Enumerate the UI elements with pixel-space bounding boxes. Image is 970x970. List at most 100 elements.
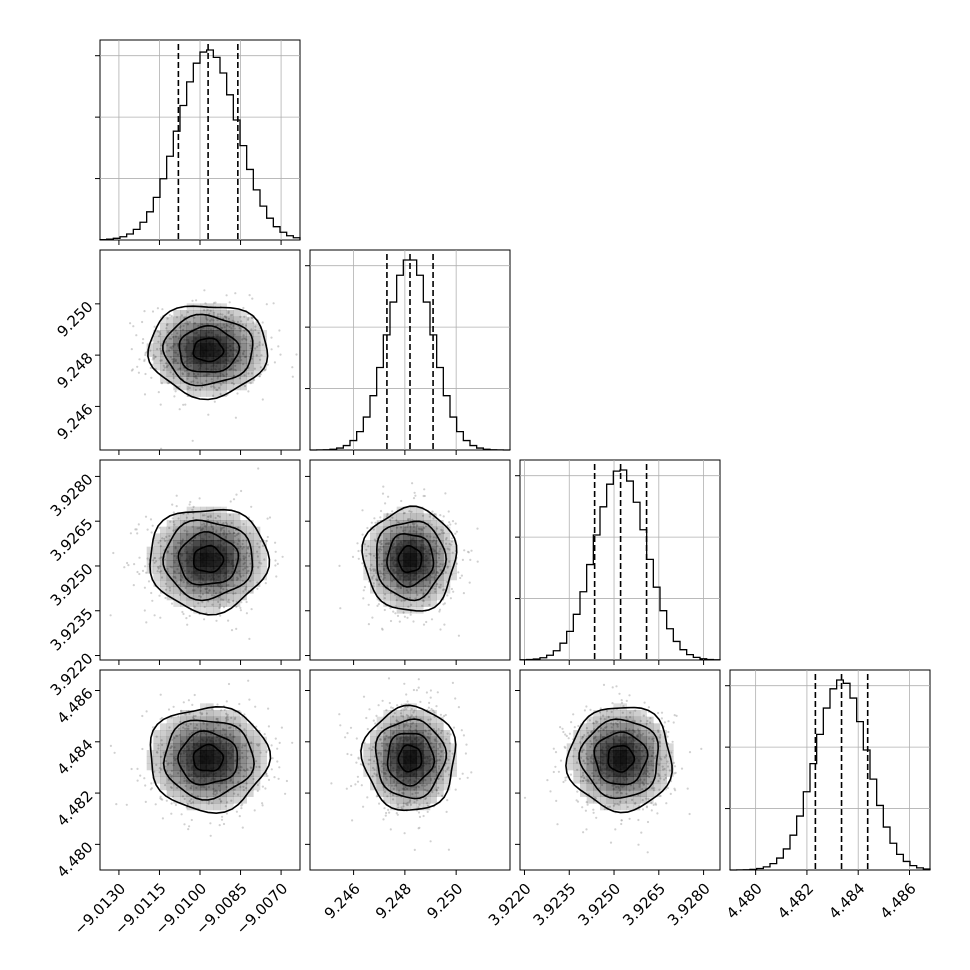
- sample-point: [185, 617, 188, 620]
- sample-point: [248, 637, 251, 641]
- sample-point: [400, 599, 403, 603]
- sample-point: [152, 559, 155, 562]
- density-cell: [260, 756, 267, 764]
- sample-point: [150, 591, 153, 595]
- contour-1: [177, 531, 240, 586]
- density-cell: [213, 553, 221, 561]
- sample-point: [241, 803, 244, 806]
- sample-point: [252, 321, 255, 324]
- density-cell: [410, 723, 417, 731]
- density-cell: [186, 520, 194, 527]
- sample-point: [153, 561, 156, 564]
- sample-point: [218, 515, 221, 518]
- density-cell: [246, 343, 254, 351]
- sample-point: [188, 825, 191, 828]
- sample-point: [191, 703, 194, 707]
- sample-point: [238, 377, 242, 380]
- sample-point: [190, 818, 193, 822]
- density-cell: [186, 756, 194, 764]
- sample-point: [421, 604, 424, 607]
- sample-point: [209, 834, 212, 837]
- density-cell: [226, 756, 234, 764]
- sample-point: [169, 346, 172, 349]
- sample-point: [168, 313, 171, 317]
- density-cell: [423, 756, 431, 764]
- sample-point: [182, 324, 185, 327]
- density-cell: [193, 723, 201, 731]
- density-cell: [193, 573, 201, 581]
- sample-point: [291, 375, 294, 378]
- density-cell: [180, 370, 187, 377]
- density-cell: [220, 363, 227, 371]
- sample-point: [198, 497, 201, 500]
- density-cell: [410, 506, 417, 514]
- density-cell: [153, 770, 161, 777]
- density-cell: [206, 560, 214, 567]
- density-cell: [376, 750, 384, 757]
- density-cell: [240, 363, 247, 371]
- density-cell: [253, 350, 261, 357]
- sample-point: [247, 317, 250, 320]
- sample-point: [422, 814, 425, 818]
- sample-point: [460, 729, 463, 732]
- density-cell: [166, 763, 174, 771]
- sample-point: [650, 809, 653, 812]
- sample-point: [238, 815, 241, 818]
- sample-point: [215, 388, 218, 391]
- sample-point: [249, 382, 252, 385]
- sample-point: [195, 299, 198, 302]
- density-cell: [233, 513, 241, 521]
- sample-point: [160, 350, 163, 353]
- sample-point: [611, 702, 614, 705]
- density-cell: [220, 323, 227, 331]
- sample-point: [381, 492, 385, 495]
- sample-point: [429, 696, 432, 699]
- density-cell: [180, 546, 187, 554]
- sample-point: [378, 563, 381, 566]
- sample-point: [209, 514, 212, 517]
- sample-point: [379, 509, 383, 513]
- sample-point: [652, 803, 655, 807]
- sample-point: [156, 570, 159, 573]
- sample-point: [253, 809, 256, 812]
- density-cell: [166, 546, 174, 554]
- panel-2-2: [515, 459, 721, 665]
- sample-point: [400, 499, 403, 503]
- density-cell: [436, 526, 444, 534]
- sample-point: [429, 580, 432, 583]
- density-cell: [260, 356, 267, 364]
- density-cell: [200, 736, 207, 744]
- density-cell: [180, 513, 187, 521]
- sample-point: [440, 528, 443, 532]
- sample-point: [366, 796, 369, 799]
- density-cell: [443, 533, 451, 541]
- sample-point: [407, 605, 410, 608]
- sample-point: [270, 744, 273, 747]
- density-cell: [180, 350, 187, 357]
- sample-point: [186, 311, 189, 314]
- sample-point: [354, 783, 357, 786]
- density-cell: [233, 533, 241, 541]
- density-cell: [436, 723, 444, 731]
- sample-point: [166, 550, 170, 554]
- sample-point: [407, 523, 410, 527]
- sample-point: [162, 364, 165, 367]
- density-cell: [173, 600, 181, 607]
- sample-point: [554, 765, 557, 768]
- sample-point: [160, 576, 164, 579]
- sample-point: [244, 556, 247, 559]
- density-cell: [180, 363, 187, 371]
- density-cell: [160, 730, 167, 737]
- sample-point: [625, 699, 628, 703]
- sample-point: [345, 787, 348, 790]
- sample-point: [207, 413, 210, 416]
- sample-point: [382, 818, 385, 821]
- sample-point: [671, 740, 674, 743]
- density-cell: [206, 593, 214, 601]
- sample-point: [241, 352, 245, 355]
- sample-point: [381, 699, 384, 702]
- density-cell: [390, 796, 397, 804]
- sample-point: [227, 598, 230, 602]
- density-cell: [186, 566, 194, 574]
- density-cell: [396, 573, 404, 581]
